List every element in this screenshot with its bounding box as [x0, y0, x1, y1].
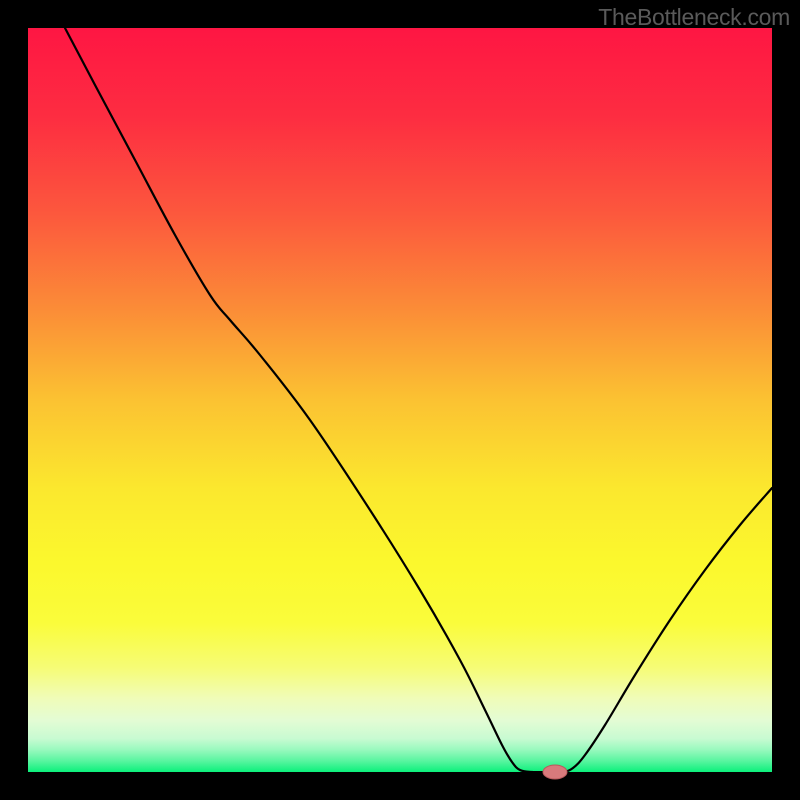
- plot-background: [28, 28, 772, 772]
- bottleneck-chart: TheBottleneck.com: [0, 0, 800, 800]
- watermark-text: TheBottleneck.com: [598, 4, 790, 31]
- chart-svg: [0, 0, 800, 800]
- optimal-point-marker: [543, 765, 567, 779]
